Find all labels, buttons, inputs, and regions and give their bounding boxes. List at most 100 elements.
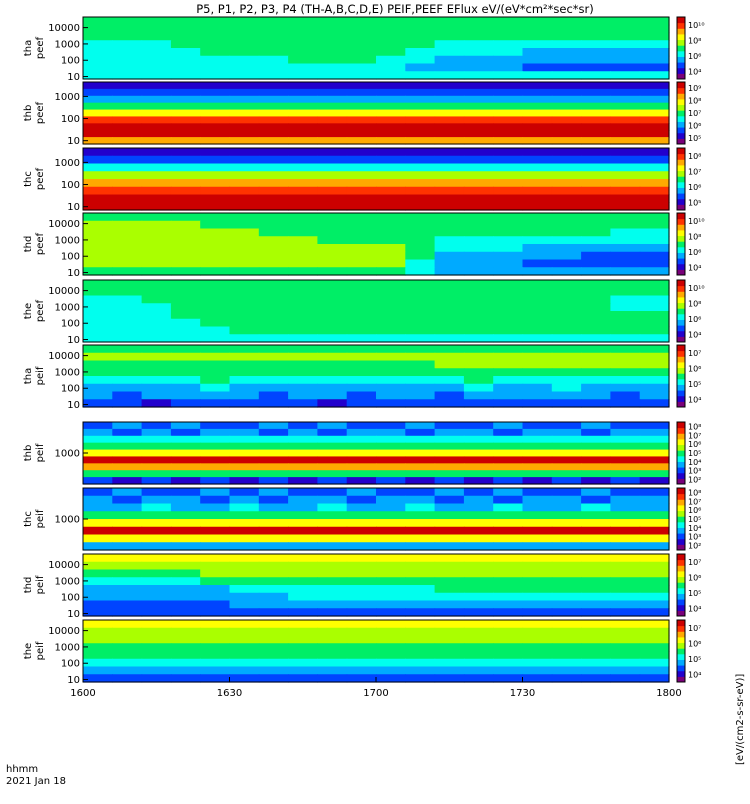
heatmap-cell [639,674,670,683]
heatmap-cell [639,82,670,90]
heatmap-cell [405,220,436,230]
heatmap-cell [258,186,289,196]
heatmap-cell [610,148,641,157]
heatmap-cell [493,600,524,609]
heatmap-cell [405,40,436,49]
colorbar-tick-label: 10⁶ [688,183,701,192]
heatmap-cell [112,561,143,571]
heatmap-cell [581,666,611,675]
heatmap-cell [581,608,611,617]
heatmap-cell [610,391,641,400]
heatmap-cell [258,194,289,203]
heatmap-cell [288,391,318,400]
heatmap-cell [258,643,289,652]
heatmap-cell [405,477,436,485]
heatmap-cell [112,155,143,165]
heatmap-cell [493,569,524,578]
colorbar-tick-label: 10³ [688,533,701,542]
colorbar-segment [677,67,685,74]
heatmap-cell [141,585,172,594]
heatmap-cell [610,24,641,34]
heatmap-cell [317,391,348,400]
heatmap-cell [346,360,377,369]
heatmap-cell [200,17,231,26]
heatmap-cell [581,345,611,354]
heatmap-cell [170,442,201,451]
heatmap-cell [434,287,465,297]
heatmap-cell [434,470,465,478]
heatmap-cell [346,267,377,276]
y-label-probe: thd [23,236,34,253]
heatmap-cell [639,561,670,571]
heatmap-cell [376,40,406,49]
colorbar-segment [677,625,685,632]
heatmap-cell [463,600,494,609]
heatmap-cell [463,449,494,458]
heatmap-cell [288,311,318,320]
colorbar-segment [677,499,685,506]
heatmap-cell [405,503,436,512]
heatmap-cell [551,503,582,512]
heatmap-cell [288,17,318,26]
heatmap-cell [83,477,113,485]
heatmap-cell [229,391,260,400]
heatmap-cell [170,534,201,543]
heatmap-cell [170,326,201,335]
heatmap-cell [112,643,143,652]
heatmap-cell [258,63,289,72]
colorbar-tick-label: 10⁸ [688,299,701,308]
heatmap-cell [83,569,113,578]
heatmap-cell [581,32,611,41]
heatmap-cell [141,48,172,57]
heatmap-cell [258,88,289,97]
heatmap-cell [522,137,553,145]
y-tick-label: 10000 [48,286,80,297]
heatmap-cell [493,280,524,289]
heatmap-cell [200,318,231,328]
heatmap-cell [493,303,524,312]
heatmap-cell [639,148,670,157]
heatmap-cell [112,519,143,528]
heatmap-cell [346,303,377,312]
y-tick-label: 10 [67,609,80,620]
heatmap-cell [376,399,406,408]
heatmap-cell [434,55,465,65]
heatmap-cell [405,569,436,578]
heatmap-cell [581,488,611,497]
colorbar-tick-label: 10⁶ [688,364,701,373]
heatmap-cell [141,109,172,118]
y-tick-label: 10000 [48,351,80,362]
heatmap-cell [581,95,611,104]
y-tick-label: 10 [67,400,80,411]
heatmap-cell [639,244,670,253]
heatmap-cell [610,542,641,551]
heatmap-cell [83,666,113,675]
heatmap-cell [83,88,113,97]
heatmap-cell [376,503,406,512]
heatmap-cells [83,148,670,211]
heatmap-cell [610,236,641,245]
heatmap-cell [112,345,143,354]
colorbar-segment [677,291,685,298]
heatmap-cell [551,102,582,111]
heatmap-cell [405,585,436,594]
heatmap-cell [346,391,377,400]
heatmap-cell [522,422,553,430]
heatmap-cell [610,220,641,230]
heatmap-cell [229,643,260,652]
heatmap-cell [83,352,113,362]
heatmap-cell [258,666,289,675]
heatmap-cell [581,651,611,660]
heatmap-cell [581,627,611,637]
heatmap-cell [522,627,553,637]
heatmap-cell [141,71,172,80]
heatmap-cell [229,511,260,520]
heatmap-cell [83,40,113,49]
heatmap-cell [200,82,231,90]
heatmap-cell [112,399,143,408]
heatmap-cell [170,495,201,505]
heatmap-cell [200,202,231,211]
heatmap-cell [551,456,582,464]
heatmap-cell [83,456,113,464]
